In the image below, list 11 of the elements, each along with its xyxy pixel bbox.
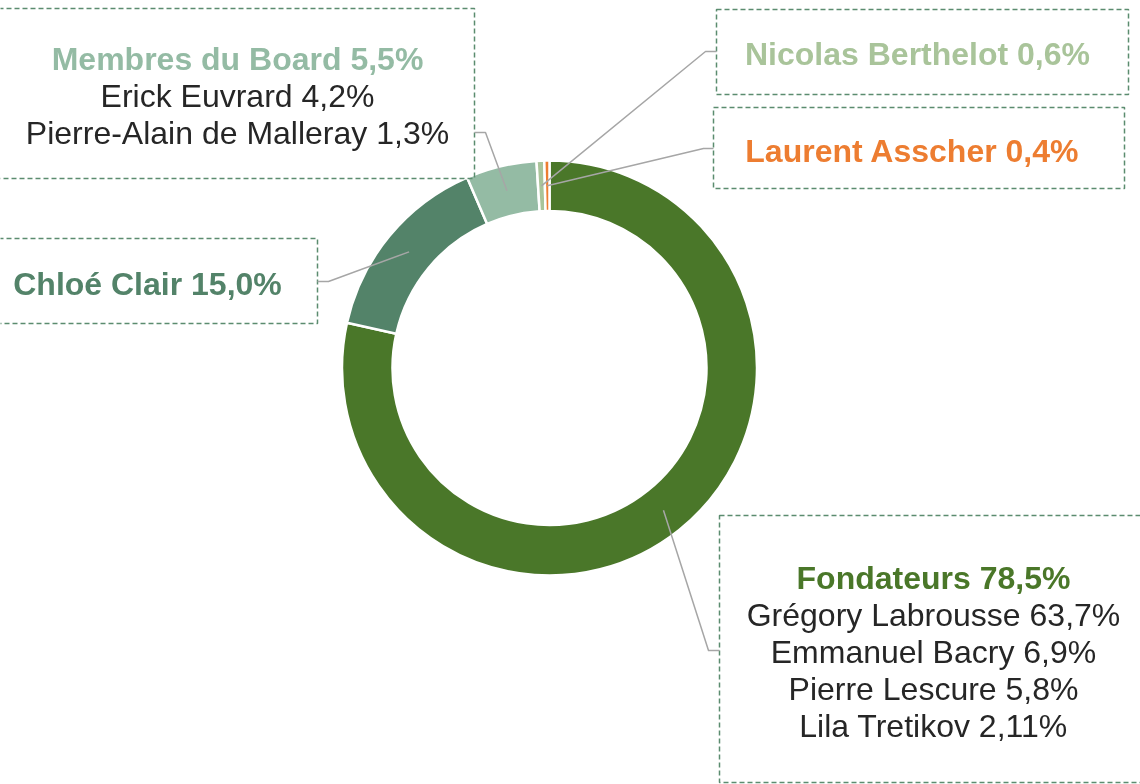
slice-label: Nicolas Berthelot 0,6% [745, 35, 1090, 72]
slice-label: Membres du Board 5,5% [51, 40, 424, 77]
text: Pierre Lescure 5,8% [788, 670, 1079, 707]
text: Lila Tretikov 2,11% [799, 707, 1068, 744]
text: Pierre-Alain de Malleray 1,3% [25, 114, 450, 151]
text: Emmanuel Bacry 6,9% [770, 633, 1097, 670]
text: Erick Euvrard 4,2% [100, 77, 375, 114]
slice-label: Fondateurs 78,5% [796, 559, 1071, 596]
slice-label: Chloé Clair 15,0% [13, 265, 282, 302]
text: Grégory Labrousse 63,7% [746, 596, 1121, 633]
slice-label: Laurent Asscher 0,4% [745, 132, 1079, 169]
